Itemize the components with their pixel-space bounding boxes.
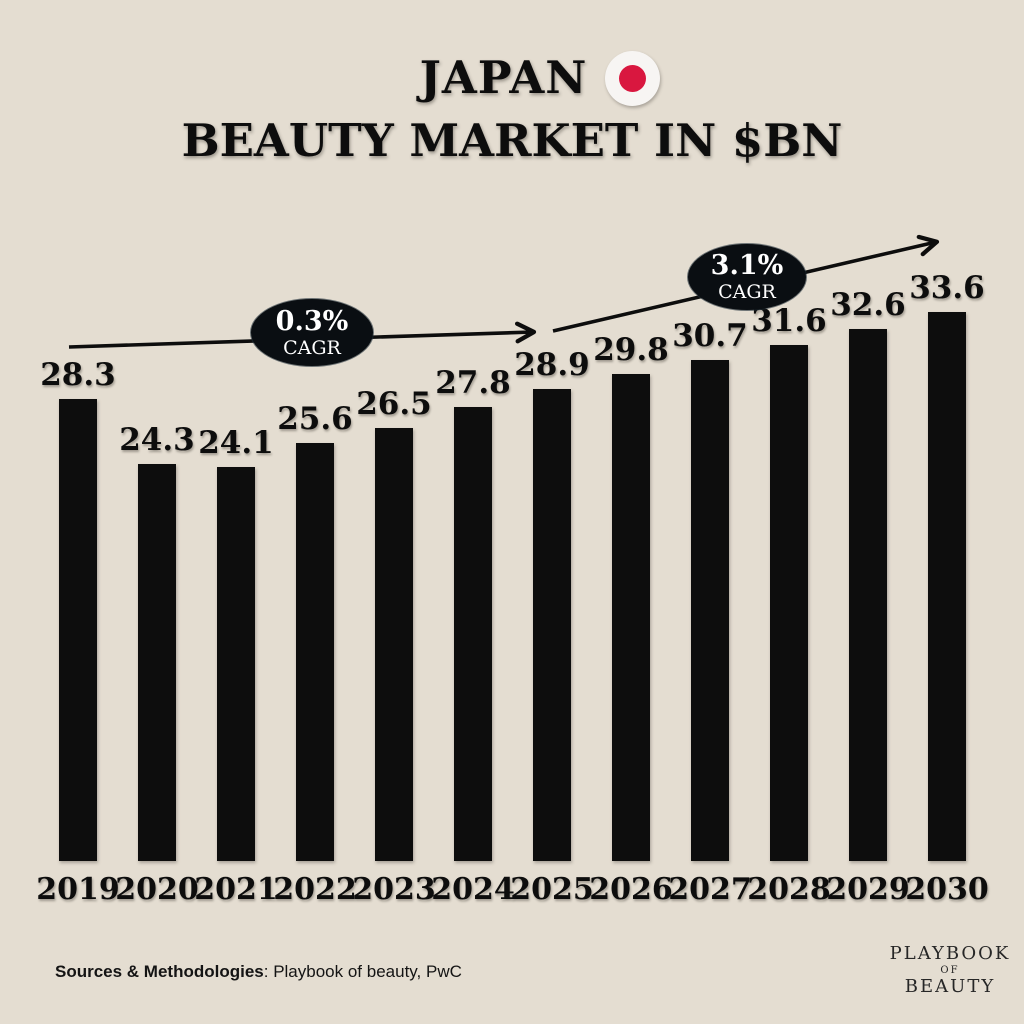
x-axis-label: 2019 [36,872,120,907]
x-axis-label: 2027 [668,872,752,907]
page-title: JAPAN BEAUTY MARKET IN $BN [0,50,1024,170]
bar-2028 [770,345,808,861]
logo-line3: BEAUTY [904,976,996,997]
title-line-country: JAPAN [28,50,1024,106]
sources-value: : Playbook of beauty, PwC [263,962,462,981]
cagr-rate-label: 3.1% [710,250,784,281]
bar-value-label: 33.6 [909,270,985,306]
bar-value-label: 26.5 [356,386,432,422]
logo-line2: OF [940,965,960,976]
cagr-text-label: CAGR [283,336,341,359]
japan-flag-icon [605,50,661,106]
bar-value-label: 24.3 [119,422,195,458]
bar-value-label: 29.8 [593,332,669,368]
bar-value-label: 31.6 [751,303,827,339]
bar-2029 [849,329,887,861]
logo-line1: PLAYBOOK [889,943,1011,964]
x-axis-label: 2028 [747,872,831,907]
cagr-badge-2019-2024: 0.3% CAGR [251,299,373,366]
bar-2025 [533,389,571,861]
cagr-text-label: CAGR [718,281,776,303]
sources-note: Sources & Methodologies: Playbook of bea… [55,962,462,982]
bar-2022 [296,443,334,861]
bar-2021 [217,467,255,861]
title-subject-text: BEAUTY MARKET IN $BN [181,114,843,167]
bar-value-label: 28.3 [40,357,116,393]
bar-value-label: 25.6 [277,401,353,437]
bar-value-label: 30.7 [672,318,748,354]
x-axis-label: 2030 [905,872,989,907]
x-axis-label: 2026 [589,872,673,907]
japan-flag-dot [619,64,647,92]
playbook-of-beauty-logo: PLAYBOOK OF BEAUTY [880,944,1020,997]
bar-value-label: 27.8 [435,365,511,401]
bar-2019 [59,399,97,861]
bar-2030 [928,312,966,861]
bar-value-label: 32.6 [830,287,906,323]
x-axis-label: 2029 [826,872,910,907]
title-country-text: JAPAN [419,51,588,104]
x-axis-label: 2025 [510,872,594,907]
bar-2020 [138,464,176,861]
bar-2026 [612,374,650,861]
x-axis-label: 2020 [115,872,199,907]
x-axis-label: 2024 [431,872,515,907]
sources-label: Sources & Methodologies [55,962,264,981]
bar-value-label: 24.1 [198,425,274,461]
x-axis-label: 2021 [194,872,278,907]
cagr-badge-2025-2030: 3.1% CAGR [688,244,806,310]
bar-2024 [454,407,492,861]
bar-value-label: 28.9 [514,347,590,383]
x-axis-label: 2023 [352,872,436,907]
bar-2023 [375,428,413,861]
cagr-rate-label: 0.3% [275,305,349,337]
x-axis-label: 2022 [273,872,357,907]
bar-2027 [691,360,729,861]
